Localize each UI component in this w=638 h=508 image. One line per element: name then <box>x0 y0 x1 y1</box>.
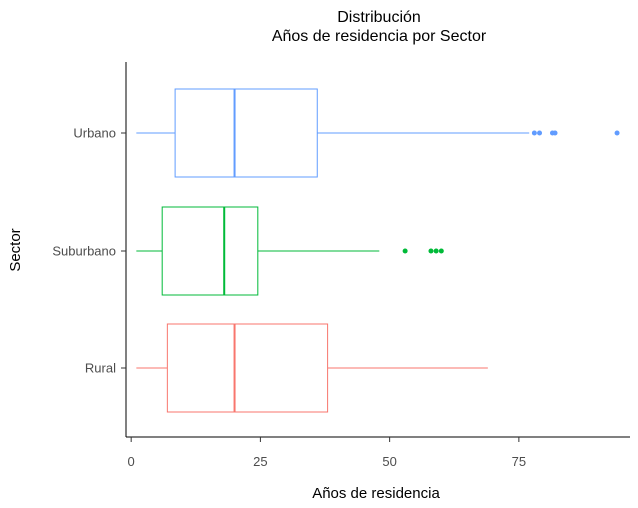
y-tick-label-rural: Rural <box>85 361 116 376</box>
outlier-urbano-3 <box>552 130 558 136</box>
y-tick-label-suburbano: Suburbano <box>52 244 116 259</box>
box-rural <box>166 323 329 413</box>
outlier-suburbano-3 <box>438 248 444 254</box>
outlier-urbano-0 <box>531 130 537 136</box>
outlier-suburbano-0 <box>402 248 408 254</box>
box-group-suburbano <box>136 206 444 296</box>
x-tick-label-75: 75 <box>512 454 526 469</box>
x-tick-label-50: 50 <box>382 454 396 469</box>
plot-area <box>136 88 620 413</box>
chart-title-line-2: Años de residencia por Sector <box>272 28 487 45</box>
x-axis-ticks: 0 25 50 75 <box>128 437 526 469</box>
y-axis-ticks: Urbano Suburbano Rural <box>52 126 126 376</box>
x-axis-title: Años de residencia <box>312 485 440 502</box>
outlier-urbano-1 <box>537 130 543 136</box>
box-urbano <box>174 88 318 178</box>
y-tick-label-urbano: Urbano <box>73 126 116 141</box>
outlier-suburbano-2 <box>433 248 439 254</box>
x-tick-label-0: 0 <box>128 454 135 469</box>
x-tick-label-25: 25 <box>253 454 267 469</box>
outlier-suburbano-1 <box>428 248 434 254</box>
outlier-urbano-4 <box>614 130 620 136</box>
box-group-urbano <box>136 88 620 178</box>
box-group-rural <box>136 323 488 413</box>
chart-title-line-1: Distribución <box>337 9 421 26</box>
box-suburbano <box>161 206 259 296</box>
y-axis-title: Sector <box>7 228 24 271</box>
